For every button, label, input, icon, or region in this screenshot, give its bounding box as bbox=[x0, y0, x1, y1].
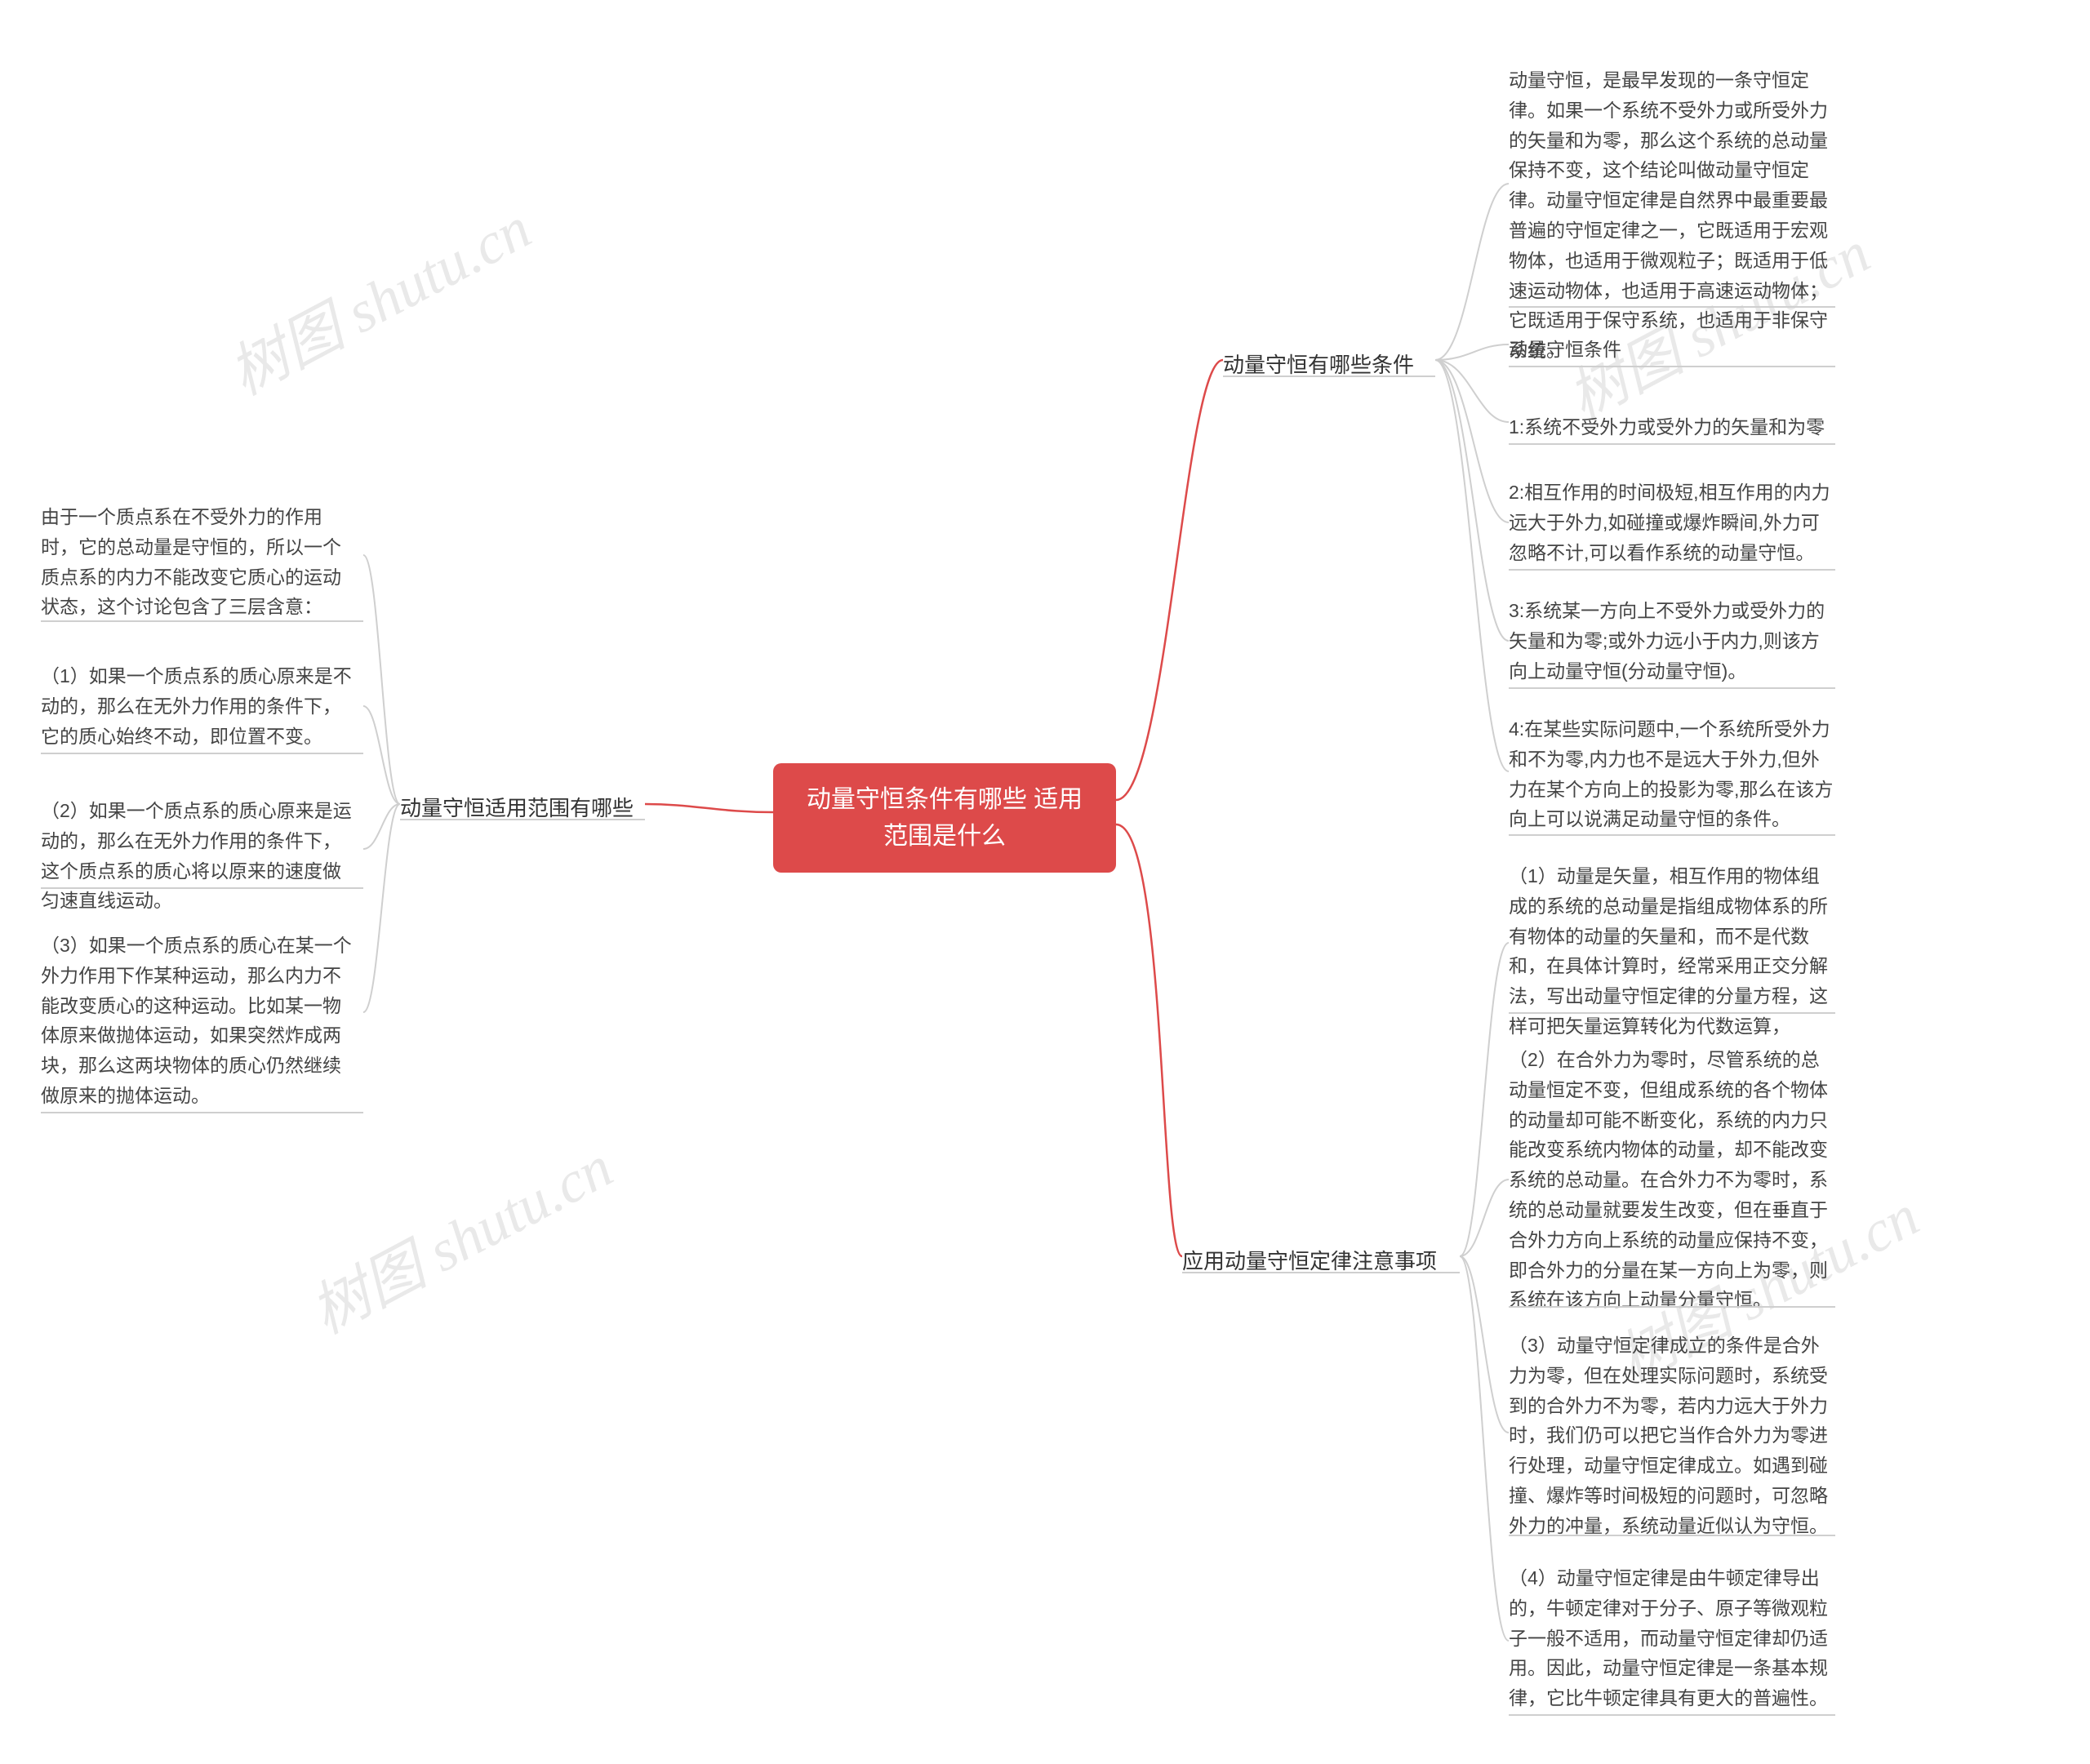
leaf-underline bbox=[1509, 687, 1835, 689]
leaf-underline bbox=[1509, 834, 1835, 836]
leaf-left-2[interactable]: （2）如果一个质点系的质心原来是运动的，那么在无外力作用的条件下，这个质点系的质… bbox=[41, 796, 359, 916]
watermark: 树图 shutu.cn bbox=[211, 180, 543, 411]
leaf-r1-1[interactable]: （2）在合外力为零时，尽管系统的总动量恒定不变，但组成系统的各个物体的动量却可能… bbox=[1509, 1045, 1835, 1315]
leaf-underline bbox=[41, 620, 363, 622]
leaf-underline bbox=[1509, 1714, 1835, 1716]
leaf-underline bbox=[1509, 1535, 1835, 1536]
center-title-line1: 动量守恒条件有哪些 适用 bbox=[798, 781, 1092, 818]
leaf-r0-0[interactable]: 动量守恒，是最早发现的一条守恒定律。如果一个系统不受外力或所受外力的矢量和为零，… bbox=[1509, 65, 1835, 366]
leaf-left-1[interactable]: （1）如果一个质点系的质心原来是不动的，那么在无外力作用的条件下，它的质心始终不… bbox=[41, 661, 359, 751]
leaf-r1-3[interactable]: （4）动量守恒定律是由牛顿定律导出的，牛顿定律对于分子、原子等微观粒子一般不适用… bbox=[1509, 1563, 1835, 1713]
leaf-underline bbox=[41, 887, 363, 889]
leaf-r1-0[interactable]: （1）动量是矢量，相互作用的物体组成的系统的总动量是指组成物体系的所有物体的动量… bbox=[1509, 861, 1835, 1042]
leaf-left-3[interactable]: （3）如果一个质点系的质心在某一个外力作用下作某种运动，那么内力不能改变质心的这… bbox=[41, 931, 359, 1111]
leaf-underline bbox=[1509, 569, 1835, 571]
leaf-underline bbox=[41, 1112, 363, 1113]
leaf-r0-5[interactable]: 4:在某些实际问题中,一个系统所受外力和不为零,内力也不是远大于外力,但外力在某… bbox=[1509, 714, 1835, 834]
branch-underline bbox=[400, 819, 645, 820]
leaf-underline bbox=[1509, 1012, 1835, 1014]
center-title-line2: 范围是什么 bbox=[798, 818, 1092, 855]
leaf-underline bbox=[1509, 306, 1835, 308]
leaf-left-0[interactable]: 由于一个质点系在不受外力的作用时，它的总动量是守恒的，所以一个质点系的内力不能改… bbox=[41, 502, 359, 622]
leaf-underline bbox=[1509, 1306, 1835, 1308]
leaf-underline bbox=[1509, 443, 1835, 445]
branch-underline bbox=[1223, 375, 1435, 377]
leaf-underline bbox=[41, 753, 363, 754]
leaf-underline bbox=[1509, 366, 1835, 367]
center-node[interactable]: 动量守恒条件有哪些 适用 范围是什么 bbox=[773, 763, 1116, 873]
mindmap-canvas: 树图 shutu.cn 树图 shutu.cn 树图 shutu.cn 树图 s… bbox=[0, 0, 2090, 1764]
leaf-r0-2[interactable]: 1:系统不受外力或受外力的矢量和为零 bbox=[1509, 412, 1835, 442]
branch-underline bbox=[1182, 1272, 1460, 1273]
watermark: 树图 shutu.cn bbox=[293, 1119, 625, 1349]
leaf-r0-4[interactable]: 3:系统某一方向上不受外力或受外力的矢量和为零;或外力远小于内力,则该方向上动量… bbox=[1509, 596, 1835, 686]
leaf-r0-3[interactable]: 2:相互作用的时间极短,相互作用的内力远大于外力,如碰撞或爆炸瞬间,外力可忽略不… bbox=[1509, 478, 1835, 567]
leaf-r0-1[interactable]: 动量守恒条件 bbox=[1509, 335, 1835, 365]
leaf-r1-2[interactable]: （3）动量守恒定律成立的条件是合外力为零，但在处理实际问题时，系统受到的合外力不… bbox=[1509, 1331, 1835, 1541]
